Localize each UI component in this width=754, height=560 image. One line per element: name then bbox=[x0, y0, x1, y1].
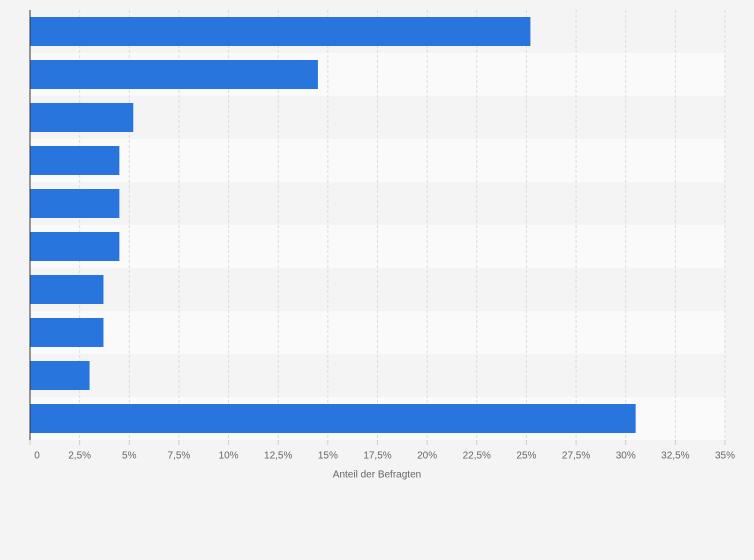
x-tick-label: 20% bbox=[417, 451, 437, 462]
x-tick-label: 12,5% bbox=[264, 451, 292, 462]
bar bbox=[30, 17, 531, 46]
x-tick-label: 30% bbox=[616, 451, 636, 462]
x-tick-label: 15% bbox=[318, 451, 338, 462]
bar bbox=[30, 189, 120, 218]
bar bbox=[30, 275, 104, 304]
bar bbox=[30, 60, 318, 89]
row-band bbox=[30, 268, 725, 311]
x-tick-label: 7,5% bbox=[168, 451, 191, 462]
x-tick-label: 35% bbox=[715, 451, 735, 462]
bar bbox=[30, 318, 104, 347]
x-tick-label: 2,5% bbox=[68, 451, 91, 462]
x-tick-label: 5% bbox=[122, 451, 137, 462]
bar bbox=[30, 146, 120, 175]
bar bbox=[30, 361, 90, 390]
x-tick-label: 32,5% bbox=[661, 451, 689, 462]
x-tick-label: 22,5% bbox=[463, 451, 491, 462]
bar bbox=[30, 103, 134, 132]
x-tick-label: 0 bbox=[34, 451, 40, 462]
x-tick-label: 25% bbox=[516, 451, 536, 462]
bar bbox=[30, 404, 636, 433]
x-tick-label: 17,5% bbox=[363, 451, 391, 462]
x-axis-title: Anteil der Befragten bbox=[333, 470, 421, 481]
x-tick-label: 10% bbox=[219, 451, 239, 462]
bar bbox=[30, 232, 120, 261]
x-tick-label: 27,5% bbox=[562, 451, 590, 462]
row-band bbox=[30, 182, 725, 225]
